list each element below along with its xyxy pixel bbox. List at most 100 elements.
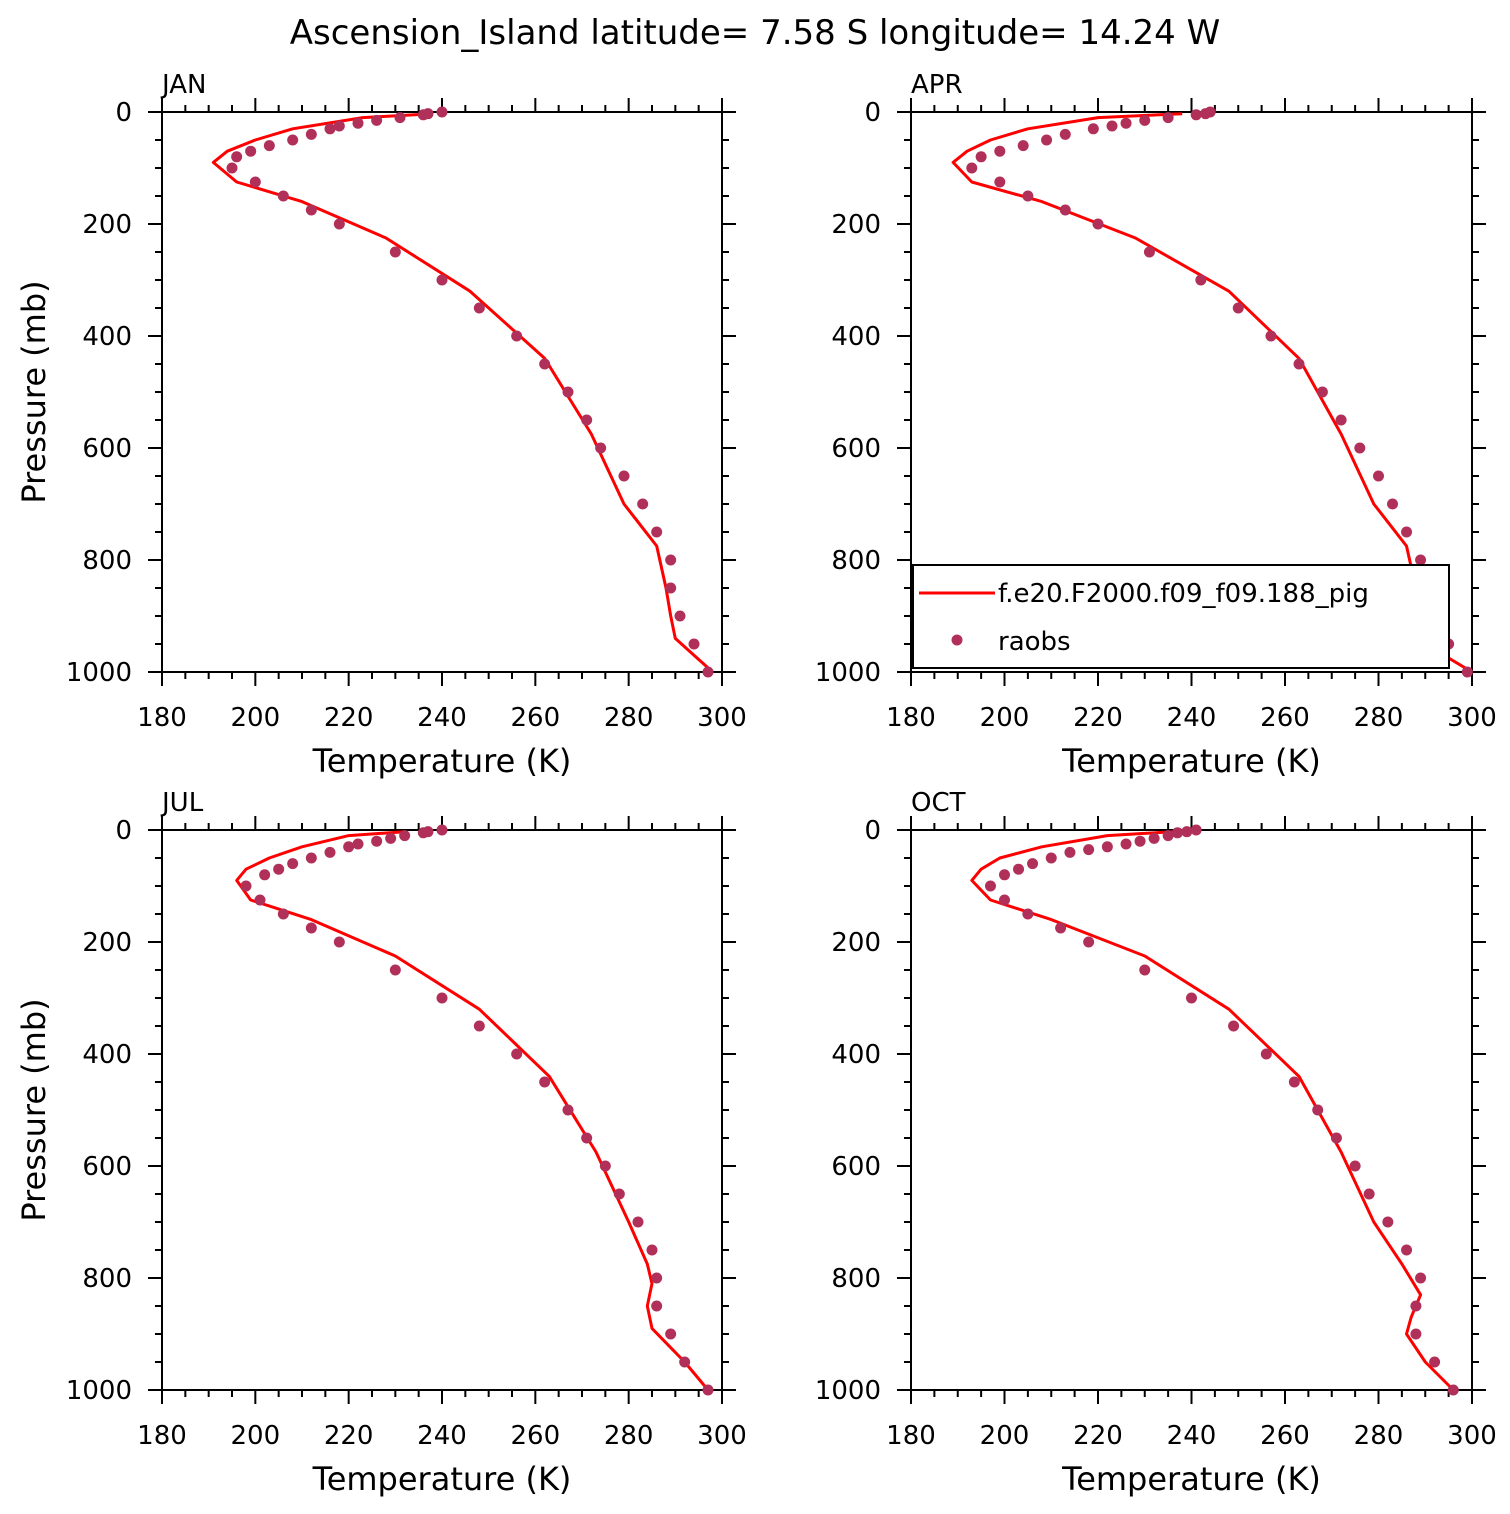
x-tick-label: 260 (1260, 703, 1310, 733)
x-tick-label: 300 (1447, 703, 1497, 733)
obs-point (665, 554, 677, 566)
obs-point (287, 858, 299, 870)
x-axis-label: Temperature (K) (1061, 742, 1321, 780)
obs-point (1382, 1216, 1394, 1228)
obs-point (599, 1160, 611, 1172)
x-tick-label: 260 (1260, 1421, 1310, 1451)
obs-point (1139, 114, 1151, 126)
obs-point (417, 827, 429, 839)
x-tick-label: 180 (886, 1421, 936, 1451)
model-series-line (235, 830, 710, 1391)
y-tick-label: 200 (831, 928, 881, 958)
x-tick-label: 200 (231, 1421, 281, 1451)
obs-point (984, 880, 996, 892)
obs-point (581, 414, 593, 426)
obs-point (1022, 908, 1034, 920)
panel-apr: APR 180 200 220 240 260 280 300 0 200 400 600 800 100… (815, 70, 1497, 780)
obs-point (1148, 832, 1160, 844)
obs-point (1134, 835, 1146, 847)
obs-point (1059, 204, 1071, 216)
obs-point (1059, 128, 1071, 140)
obs-point (1101, 841, 1113, 853)
obs-point (231, 151, 243, 163)
obs-point (1316, 386, 1328, 398)
panel-oct: OCT 180 200 220 240 260 280 300 0 200 400 600 800 100… (815, 788, 1497, 1498)
obs-point (1461, 666, 1473, 678)
obs-point (1013, 863, 1025, 875)
x-tick-label: 260 (511, 703, 561, 733)
obs-point (324, 123, 336, 135)
y-tick-label: 600 (831, 434, 881, 464)
obs-point (305, 128, 317, 140)
obs-point (1017, 140, 1029, 152)
legend-box (912, 564, 1450, 669)
obs-point (1373, 470, 1384, 482)
obs-point (254, 894, 266, 906)
obs-point (665, 582, 677, 594)
panel-jan: JAN 180 200 220 240 260 280 300 0 200 400 600 800 100… (15, 70, 747, 780)
obs-point (240, 880, 252, 892)
obs-point (994, 176, 1006, 188)
obs-point (1200, 108, 1212, 120)
obs-point (613, 1188, 625, 1200)
y-tick-label: 0 (864, 816, 881, 846)
x-tick-label: 280 (1354, 703, 1404, 733)
x-tick-label: 300 (697, 1421, 747, 1451)
obs-point (1045, 852, 1057, 864)
obs-point (665, 1328, 677, 1340)
legend-model-label: f.e20.F2000.f09_f09.188_pig (998, 579, 1369, 609)
obs-point (1330, 1132, 1342, 1144)
x-tick-label: 180 (886, 703, 936, 733)
obs-point (249, 176, 261, 188)
y-tick-label: 600 (82, 434, 132, 464)
obs-point (1447, 1384, 1459, 1396)
obs-point (1265, 330, 1277, 342)
obs-point (1228, 1020, 1240, 1032)
y-tick-label: 800 (831, 1264, 881, 1294)
x-tick-label: 200 (980, 703, 1030, 733)
x-tick-label: 200 (980, 1421, 1030, 1451)
obs-point (975, 151, 987, 163)
obs-point (539, 1076, 551, 1088)
x-tick-label: 240 (1167, 703, 1217, 733)
obs-point (999, 869, 1010, 881)
obs-point (1354, 442, 1366, 454)
obs-point (389, 964, 401, 976)
x-tick-label: 240 (417, 703, 467, 733)
y-tick-label: 200 (82, 928, 132, 958)
obs-point (1415, 1272, 1427, 1284)
obs-point (651, 1272, 663, 1284)
obs-point (1022, 190, 1034, 202)
obs-point (273, 863, 285, 875)
obs-point (1195, 274, 1207, 286)
obs-point (1064, 846, 1076, 858)
panels: JAN 180 200 220 240 260 280 300 0 200 400 600 800 100… (15, 70, 1497, 1498)
y-tick-label: 1000 (815, 658, 881, 688)
obs-point (263, 140, 275, 152)
obs-point (1363, 1188, 1375, 1200)
x-tick-label: 180 (137, 1421, 187, 1451)
obs-point (674, 610, 686, 622)
obs-point (1143, 246, 1155, 258)
obs-point (1260, 1048, 1272, 1060)
obs-point (1293, 358, 1305, 370)
panel-label: JUL (160, 788, 204, 818)
x-tick-label: 300 (697, 703, 747, 733)
obs-point (1106, 120, 1118, 132)
y-tick-label: 0 (864, 98, 881, 128)
obs-point (1181, 826, 1193, 838)
y-tick-label: 400 (831, 322, 881, 352)
x-tick-label: 220 (324, 703, 374, 733)
x-tick-label: 180 (137, 703, 187, 733)
obs-point (539, 358, 551, 370)
x-tick-label: 280 (1354, 1421, 1404, 1451)
obs-point (1312, 1104, 1324, 1116)
obs-point (511, 330, 523, 342)
panel-label: JAN (160, 70, 206, 100)
obs-point (1288, 1076, 1300, 1088)
obs-point (305, 852, 317, 864)
obs-point (473, 1020, 485, 1032)
y-tick-label: 800 (82, 546, 132, 576)
